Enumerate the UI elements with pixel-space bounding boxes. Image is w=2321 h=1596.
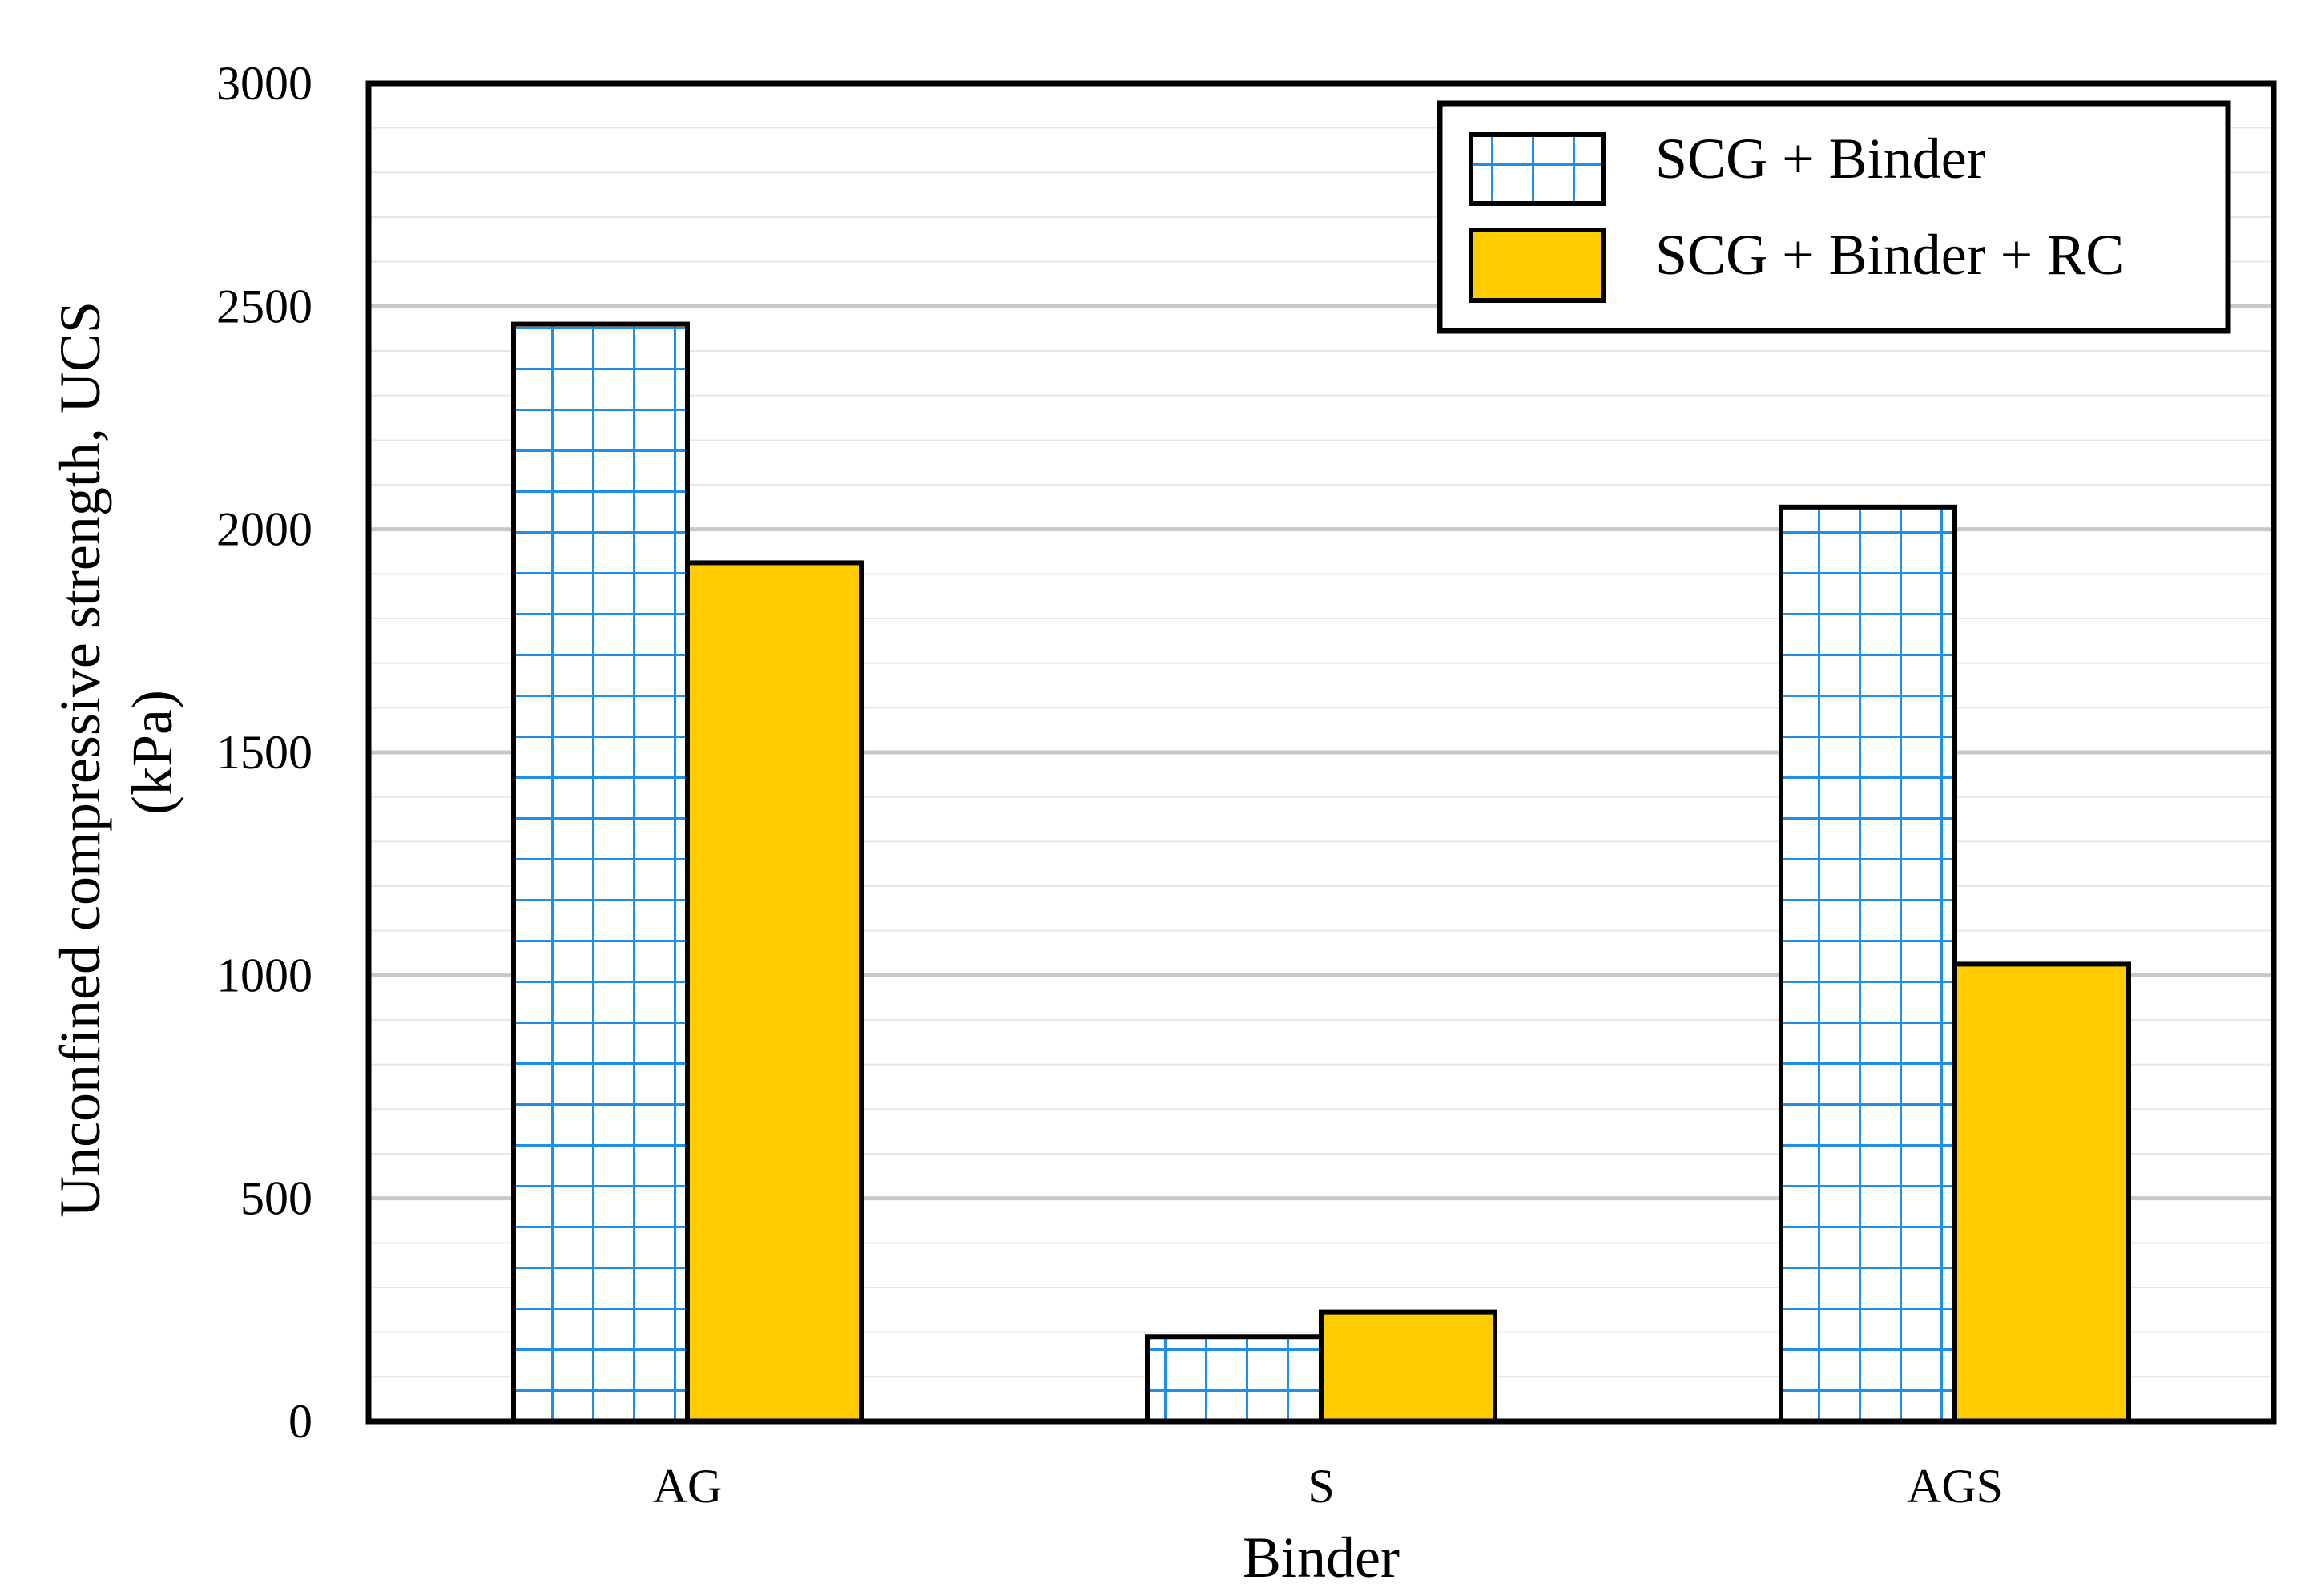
y-axis-ticks: 0 500 1000 1500 2000 2500 3000 bbox=[216, 57, 312, 1448]
bar-s-series-2 bbox=[1319, 1309, 1497, 1425]
y-tick-label: 2000 bbox=[216, 503, 312, 556]
plot-area-frame bbox=[365, 80, 2277, 1425]
y-tick-label: 2500 bbox=[216, 280, 312, 332]
legend-swatch-scg-binder-rc bbox=[1469, 228, 1606, 303]
legend-swatch-scg-binder bbox=[1469, 132, 1606, 206]
legend-label-scg-binder: SCG + Binder bbox=[1655, 127, 1986, 191]
y-tick-label: 1500 bbox=[216, 726, 312, 779]
y-axis-title-line-1: Unconfined compressive strength, UCS bbox=[48, 301, 112, 1218]
bar-ags-series-1 bbox=[1779, 504, 1957, 1424]
x-axis-title: Binder bbox=[1243, 1525, 1400, 1590]
bar-ag-series-1 bbox=[511, 321, 690, 1425]
legend-label-scg-binder-rc: SCG + Binder + RC bbox=[1655, 223, 2124, 287]
bar-ag-series-2 bbox=[685, 560, 864, 1425]
bar-ags-series-2 bbox=[1952, 961, 2131, 1424]
y-axis-title: Unconfined compressive strength, UCS (kP… bbox=[48, 287, 184, 1218]
bars bbox=[511, 321, 2131, 1425]
x-category-label: S bbox=[1308, 1460, 1334, 1513]
y-axis-title-line-2: (kPa) bbox=[120, 690, 184, 815]
x-category-label: AGS bbox=[1907, 1460, 2003, 1513]
x-axis-categories: AG S AGS bbox=[653, 1460, 2003, 1513]
y-tick-label: 3000 bbox=[216, 57, 312, 110]
y-tick-label: 500 bbox=[240, 1172, 312, 1225]
y-tick-label: 0 bbox=[288, 1395, 312, 1448]
bar-s-series-1 bbox=[1145, 1334, 1324, 1424]
legend: SCG + Binder SCG + Binder + RC bbox=[1437, 100, 2231, 334]
y-tick-label: 1000 bbox=[216, 949, 312, 1002]
x-category-label: AG bbox=[653, 1460, 723, 1513]
